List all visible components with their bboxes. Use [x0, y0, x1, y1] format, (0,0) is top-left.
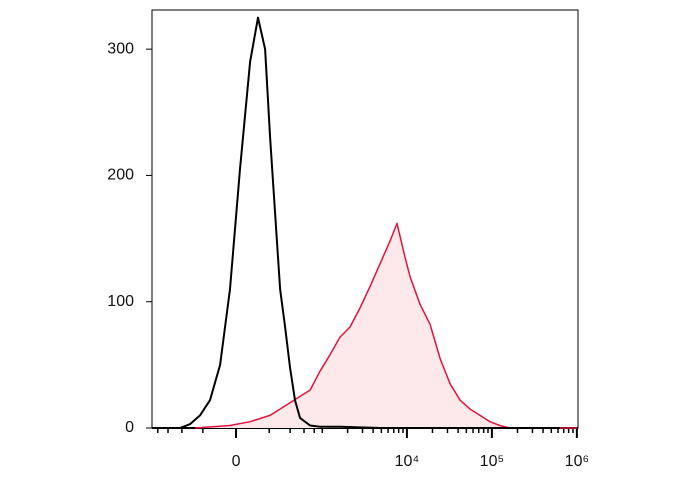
histogram-line: [179, 16, 560, 429]
x-tick-label: 0: [232, 453, 241, 470]
y-tick-label: 200: [107, 167, 134, 184]
x-tick-label: 10⁶: [565, 453, 589, 470]
y-tick-label: 100: [107, 293, 134, 310]
x-tick-label: 10⁵: [480, 453, 504, 470]
y-tick-label: 300: [107, 40, 134, 57]
y-tick-label: 0: [125, 419, 134, 436]
histogram-area: [194, 223, 577, 428]
x-tick-label: 10⁴: [395, 453, 420, 470]
histogram-line: [194, 222, 577, 429]
